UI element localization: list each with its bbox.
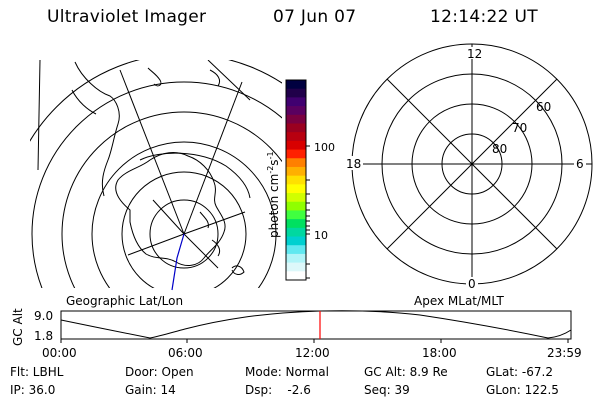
- filter-readout: Flt: LBHL: [10, 365, 64, 379]
- coastline-detail: [199, 211, 221, 257]
- colorbar-swatch: [286, 253, 306, 264]
- time-tick-label: 18:00: [422, 346, 457, 360]
- colorbar-swatch: [286, 149, 306, 159]
- colorbar-swatch: [286, 210, 306, 220]
- altitude-timeline: GC Alt 9.0 1.8 00:00 06:00 12:00 18:00 2…: [11, 308, 582, 360]
- geographic-map: [30, 60, 282, 291]
- gain-readout: Gain: 14: [125, 383, 176, 397]
- colorbar-swatch: [286, 175, 306, 185]
- mlat-label-80: 80: [492, 142, 507, 156]
- coastline-detail: [71, 89, 97, 115]
- mlt-label-12: 12: [467, 47, 482, 61]
- colorbar-swatch: [286, 193, 306, 203]
- colorbar-swatch: [286, 201, 306, 212]
- geo-map-caption: Geographic Lat/Lon: [66, 294, 183, 308]
- mlt-axis-diagonal: [386, 78, 558, 250]
- colorbar-swatch: [286, 219, 306, 229]
- time-tick-label: 00:00: [42, 346, 77, 360]
- lat-circle: [91, 141, 277, 288]
- altitude-curve: [60, 310, 572, 339]
- meridian-line: [119, 69, 185, 235]
- fov-boundary: [207, 60, 251, 101]
- lat-circle: [61, 111, 282, 288]
- polar-plot-caption: Apex MLat/MLT: [414, 294, 504, 308]
- instrument-title: Ultraviolet Imager: [47, 7, 207, 27]
- new-zealand-coastline: [147, 67, 162, 87]
- timeline-y-min: 1.8: [34, 329, 53, 343]
- time-tick-label: 06:00: [168, 346, 203, 360]
- time-tick-label: 23:59: [547, 346, 582, 360]
- colorbar-tick-label: 10: [314, 229, 328, 242]
- meridian-line: [183, 233, 219, 269]
- colorbar-swatch: [286, 114, 306, 125]
- lat-circle: [121, 171, 247, 288]
- colorbar: 100 10 photon cm-2s-1: [266, 79, 335, 281]
- ip-readout: IP: 36.0: [10, 383, 56, 397]
- colorbar-swatch: [286, 123, 306, 133]
- mlt-label-0: 0: [468, 277, 476, 291]
- orbit-track: [171, 233, 185, 291]
- door-readout: Door: Open: [125, 365, 194, 379]
- antarctica-coastline: [115, 152, 226, 266]
- timeline-axis-title: GC Alt: [11, 308, 25, 346]
- colorbar-swatch: [286, 140, 306, 151]
- timeline-y-max: 9.0: [34, 309, 53, 323]
- new-zealand-coastline: [209, 69, 221, 87]
- colorbar-swatch: [286, 88, 306, 98]
- colorbar-swatch: [286, 262, 306, 272]
- colorbar-swatch: [286, 245, 306, 255]
- mlt-label-6: 6: [576, 157, 584, 171]
- glat-readout: GLat: -67.2: [486, 365, 553, 379]
- gc-alt-readout: GC Alt: 8.9 Re: [364, 365, 448, 379]
- colorbar-tick-label: 100: [314, 141, 335, 154]
- colorbar-swatches: [286, 80, 306, 281]
- mlat-label-70: 70: [512, 121, 527, 135]
- colorbar-swatch: [286, 166, 306, 177]
- observation-date: 07 Jun 07: [273, 7, 357, 27]
- island-coastline: [231, 265, 245, 275]
- mode-readout: Mode: Normal: [245, 365, 329, 379]
- colorbar-swatch: [286, 227, 306, 238]
- lat-circle: [31, 81, 282, 288]
- colorbar-swatch: [286, 184, 306, 194]
- polar-plot: [351, 43, 593, 285]
- lat-circle: [149, 199, 219, 269]
- meridian-line: [152, 199, 185, 235]
- australia-coastline: [74, 61, 120, 197]
- meridian-line: [183, 81, 243, 235]
- colorbar-swatch: [286, 97, 306, 107]
- colorbar-swatch: [286, 80, 306, 90]
- colorbar-swatch: [286, 106, 306, 116]
- colorbar-unit-label: photon cm-2s-1: [266, 151, 281, 238]
- seq-readout: Seq: 39: [364, 383, 410, 397]
- glon-readout: GLon: 122.5: [486, 383, 559, 397]
- time-tick-label: 12:00: [295, 346, 330, 360]
- colorbar-swatch: [286, 271, 306, 281]
- colorbar-swatch: [286, 236, 306, 246]
- meridian-line: [127, 233, 185, 256]
- mlt-label-18: 18: [346, 157, 361, 171]
- meridian-line: [183, 211, 246, 235]
- colorbar-swatch: [286, 132, 306, 142]
- timeline-frame: [60, 310, 572, 340]
- observation-time: 12:14:22 UT: [430, 7, 538, 27]
- colorbar-swatch: [286, 158, 306, 168]
- mlat-label-60: 60: [536, 100, 551, 114]
- fov-boundary: [37, 60, 251, 199]
- dsp-readout: Dsp: -2.6: [245, 383, 311, 397]
